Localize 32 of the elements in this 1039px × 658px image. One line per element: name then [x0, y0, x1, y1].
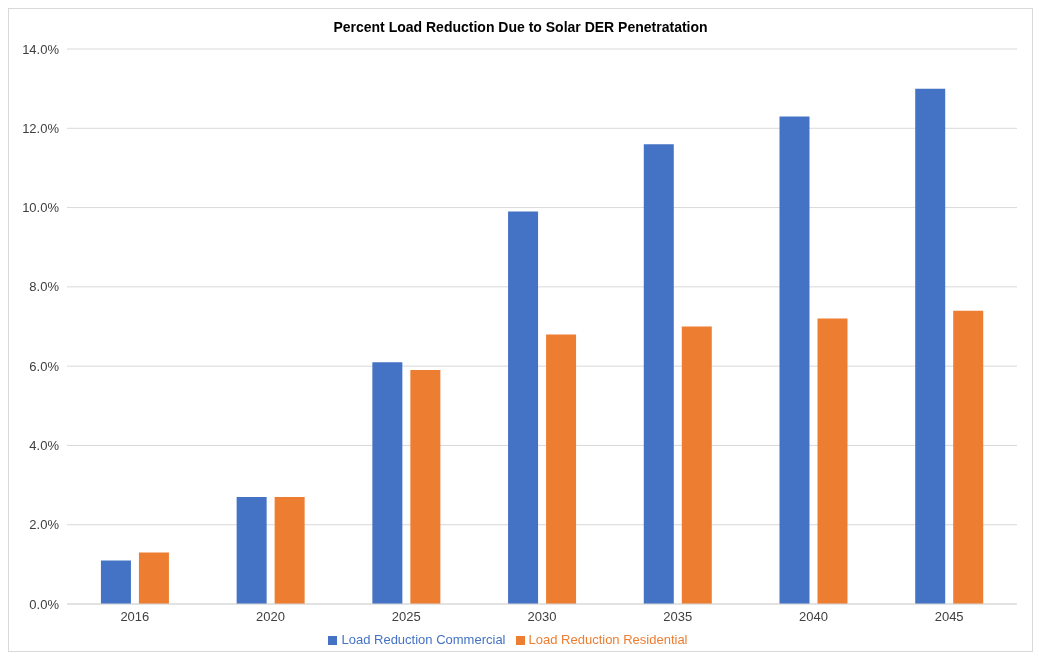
bar	[100, 560, 131, 604]
bar	[681, 326, 712, 604]
bar	[508, 211, 539, 604]
bar	[274, 496, 305, 604]
y-tick-label: 6.0%	[29, 358, 60, 374]
bar	[915, 88, 946, 604]
x-tick-label: 2040	[798, 609, 828, 625]
legend-label: Load Reduction Commercial	[341, 632, 506, 647]
y-tick-label: 0.0%	[29, 596, 60, 612]
y-tick-label: 14.0%	[22, 41, 60, 57]
bar	[410, 370, 441, 604]
x-tick-label: 2035	[663, 609, 693, 625]
bar	[138, 552, 169, 604]
y-tick-label: 10.0%	[22, 200, 60, 216]
bar	[546, 334, 577, 604]
bar	[817, 318, 848, 604]
bar	[236, 496, 267, 604]
x-tick-label: 2020	[256, 609, 286, 625]
y-tick-label: 8.0%	[29, 279, 60, 295]
x-tick-label: 2045	[934, 609, 964, 625]
bar	[953, 310, 984, 604]
y-tick-label: 12.0%	[22, 120, 60, 136]
x-tick-label: 2030	[527, 609, 557, 625]
x-tick-label: 2016	[120, 609, 150, 625]
chart-title: Percent Load Reduction Due to Solar DER Penetratation	[332, 18, 709, 37]
y-tick-label: 2.0%	[29, 517, 60, 533]
bar	[779, 116, 810, 604]
legend-label: Load Reduction Residential	[528, 632, 688, 647]
bar	[643, 144, 674, 604]
bar	[372, 362, 403, 604]
x-tick-label: 2025	[391, 609, 421, 625]
y-tick-label: 4.0%	[29, 438, 60, 454]
